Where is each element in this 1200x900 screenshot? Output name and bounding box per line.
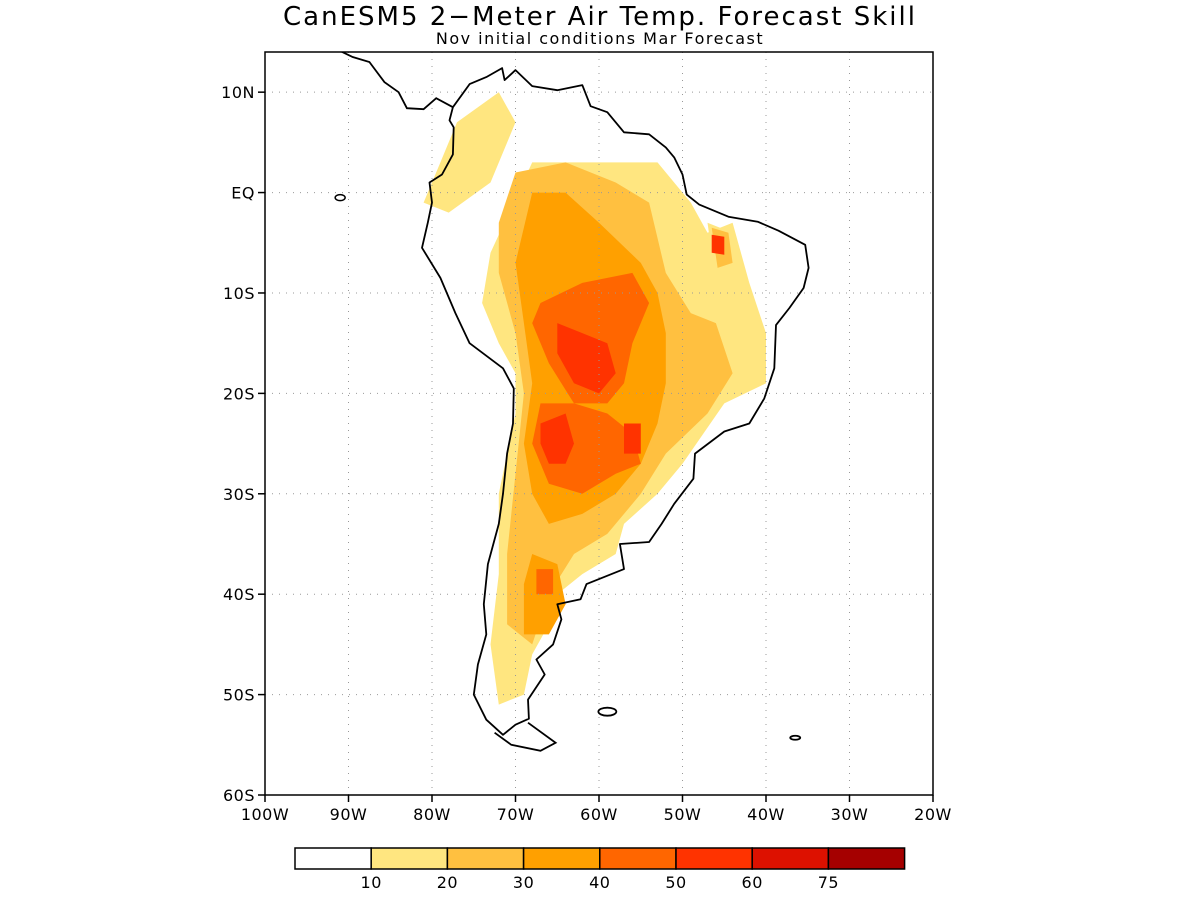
colorbar-label: 10: [361, 873, 382, 892]
falkland-islands: [597, 706, 618, 717]
colorbar-swatch: [522, 847, 601, 870]
colorbar-legend: 10 20 30 40 50 60 75: [294, 847, 906, 892]
colorbar-label: 75: [818, 873, 839, 892]
colorbar-swatch: [675, 847, 753, 870]
skill-region-ne-brazil-spot: [711, 234, 725, 255]
skill-shading-layer: [423, 92, 766, 705]
coastlines: [286, 0, 810, 752]
skill-region-northern-andes: [423, 92, 516, 213]
lon-tick-label: 70W: [497, 805, 535, 824]
map-subtitle: Nov initial conditions Mar Forecast: [435, 29, 765, 48]
lon-tick-label: 20W: [914, 805, 952, 824]
skill-region-bolivia-peak: [557, 323, 616, 394]
colorbar-label: 50: [665, 873, 686, 892]
lat-tick-label: 20S: [223, 384, 255, 403]
central-america-coastline: [340, 52, 454, 111]
colorbar-label: 60: [742, 873, 763, 892]
lon-tick-label: 40W: [747, 805, 785, 824]
skill-region-paraguay-spot: [624, 423, 641, 454]
colorbar-label: 30: [513, 873, 534, 892]
caribbean-coastline: [286, 0, 405, 42]
map-title: CanESM5 2−Meter Air Temp. Forecast Skill: [283, 2, 917, 32]
south-georgia-island: [789, 734, 802, 741]
lat-tick-label: 10S: [223, 284, 255, 303]
lat-tick-label: 10N: [221, 83, 255, 102]
colorbar-label: 40: [589, 873, 610, 892]
galapagos-islands: [334, 193, 346, 202]
skill-region-patagonia-spot: [536, 569, 554, 595]
colorbar-label: 20: [437, 873, 458, 892]
colorbar-swatch: [751, 847, 830, 870]
colorbar-swatch: [599, 847, 677, 870]
skill-region-chaco-peak: [540, 413, 574, 464]
lon-tick-label: 30W: [831, 805, 869, 824]
lon-tick-label: 80W: [413, 805, 451, 824]
tierra-del-fuego-coastline: [494, 721, 558, 752]
lon-tick-label: 100W: [241, 805, 289, 824]
lat-tick-label: 40S: [223, 585, 255, 604]
graticule: [265, 52, 933, 795]
lat-tick-label: 50S: [223, 686, 255, 705]
lon-tick-label: 90W: [330, 805, 368, 824]
colorbar-swatch: [827, 847, 906, 870]
colorbar-swatch: [370, 847, 449, 870]
lon-tick-label: 50W: [664, 805, 702, 824]
colorbar-swatch: [446, 847, 525, 870]
lat-tick-label: 60S: [223, 786, 255, 805]
lat-tick-label: 30S: [223, 485, 255, 504]
lon-tick-label: 60W: [580, 805, 618, 824]
colorbar-swatch: [294, 847, 372, 870]
lat-tick-label: EQ: [231, 184, 255, 203]
south-america-coastline: [421, 67, 810, 736]
